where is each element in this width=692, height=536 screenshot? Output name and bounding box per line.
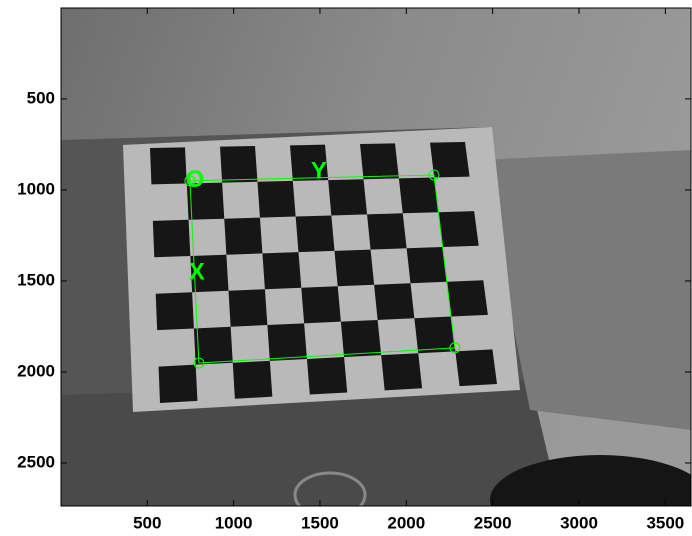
square bbox=[233, 361, 273, 399]
square bbox=[257, 181, 295, 218]
x-tick-label: 2000 bbox=[387, 513, 425, 532]
square bbox=[367, 213, 407, 249]
square bbox=[307, 357, 347, 395]
square bbox=[328, 179, 367, 215]
axis-label: O bbox=[186, 166, 205, 193]
square bbox=[430, 142, 470, 177]
photo bbox=[61, 8, 692, 536]
figure: 500 1000 1500 2000 2500 3000 3500 500 1000 1500 20… bbox=[0, 0, 692, 536]
square bbox=[156, 292, 194, 330]
square bbox=[360, 143, 399, 179]
square bbox=[438, 211, 478, 247]
y-tick-label: 2500 bbox=[17, 452, 55, 471]
y-tick-label: 500 bbox=[27, 88, 55, 107]
square bbox=[159, 365, 198, 403]
x-tick-label: 2500 bbox=[474, 513, 512, 532]
x-tick-label: 3000 bbox=[560, 513, 598, 532]
x-tick-label: 1000 bbox=[215, 513, 253, 532]
square bbox=[229, 289, 268, 327]
square bbox=[381, 353, 422, 390]
square bbox=[407, 247, 447, 283]
x-tick-label: 500 bbox=[133, 513, 161, 532]
square bbox=[153, 220, 190, 258]
y-tick-label: 1500 bbox=[17, 270, 55, 289]
square bbox=[341, 320, 381, 357]
square bbox=[335, 250, 375, 287]
axis-label: Y bbox=[311, 157, 327, 184]
square bbox=[262, 252, 301, 289]
square bbox=[414, 317, 455, 354]
square bbox=[455, 349, 497, 386]
y-tick-label: 2000 bbox=[17, 361, 55, 380]
axis-label: X bbox=[189, 258, 205, 285]
x-tick-label: 1500 bbox=[301, 513, 339, 532]
square bbox=[150, 147, 187, 184]
square bbox=[220, 146, 257, 183]
y-tick-label: 1000 bbox=[17, 179, 55, 198]
square bbox=[301, 286, 341, 323]
square bbox=[194, 327, 233, 365]
square bbox=[374, 283, 414, 320]
x-tick-label: 3500 bbox=[646, 513, 684, 532]
square bbox=[399, 177, 439, 213]
square bbox=[447, 280, 488, 316]
square bbox=[267, 323, 307, 361]
square bbox=[224, 218, 262, 255]
square bbox=[296, 215, 335, 252]
